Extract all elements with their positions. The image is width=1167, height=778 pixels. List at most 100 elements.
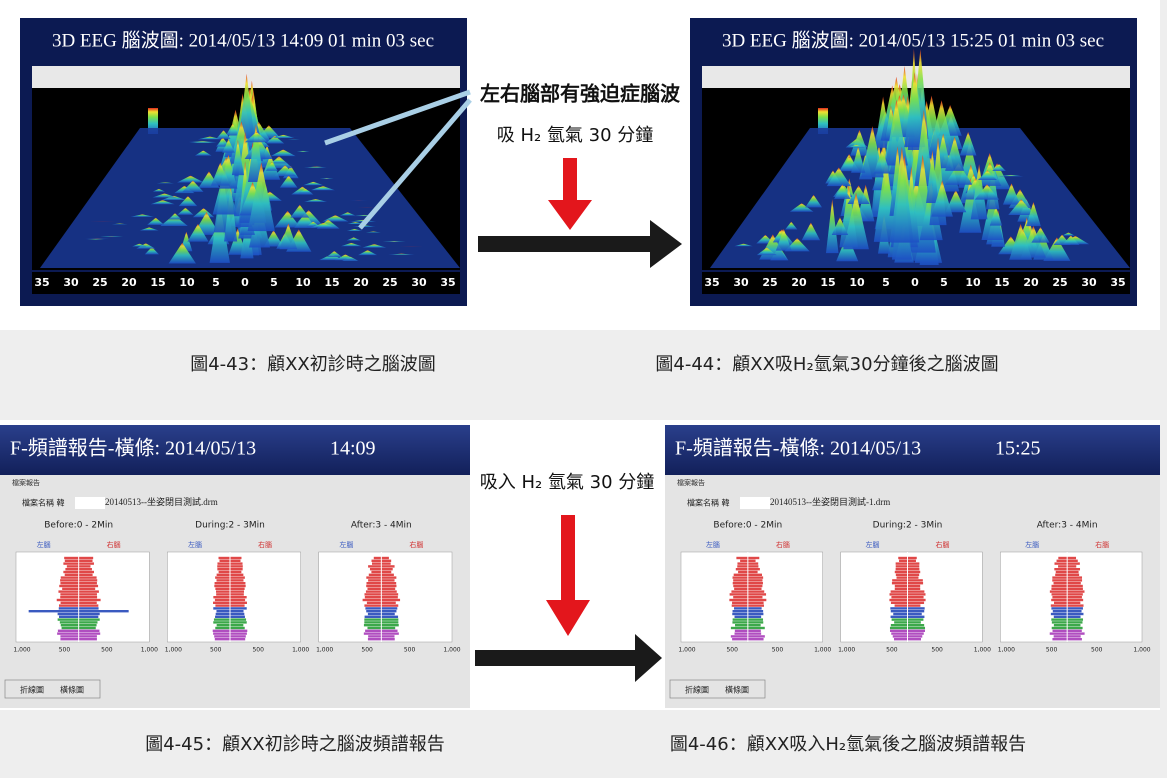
right-label: 右腦 xyxy=(409,540,423,549)
eeg-title: 3D EEG 腦波圖: 2014/05/13 15:25 01 min 03 s… xyxy=(722,29,1104,51)
x-label: 1,000 xyxy=(316,647,333,654)
eeg-axis-label: 15 xyxy=(994,276,1009,289)
eeg-peak xyxy=(279,223,298,250)
eeg-peak xyxy=(989,206,1003,226)
eeg-peak xyxy=(306,221,320,227)
eeg-peak xyxy=(231,140,244,176)
eeg-peak xyxy=(931,180,953,217)
eeg-toolbar xyxy=(32,66,460,88)
eeg-peak xyxy=(1009,223,1033,260)
eeg-peak xyxy=(847,144,866,148)
eeg-axis-label: 20 xyxy=(791,276,807,289)
step-label: 吸入 H₂ 氫氣 30 分鐘 xyxy=(480,472,655,493)
eeg-peak xyxy=(825,199,839,254)
eeg-axis-label: 25 xyxy=(1052,276,1067,289)
file-label: 檔案名稱 韓 xyxy=(687,498,730,508)
eeg-axis-label: 10 xyxy=(179,276,195,289)
eeg-peak xyxy=(274,210,301,228)
eeg-peak xyxy=(775,228,792,251)
eeg-peak xyxy=(152,193,177,198)
eeg-peak xyxy=(945,189,967,213)
eeg-axis-label: 35 xyxy=(1110,276,1125,289)
column-label: After:3 - 4Min xyxy=(351,521,412,531)
eeg-axis-label: 15 xyxy=(324,276,339,289)
window-title: 檔案報告 xyxy=(12,478,40,487)
eeg-axis-label: 5 xyxy=(882,276,890,289)
eeg-axis-label: 20 xyxy=(1023,276,1039,289)
eeg-peak xyxy=(210,162,230,186)
eeg-axis-label: 35 xyxy=(34,276,49,289)
eeg-peak xyxy=(197,136,222,140)
eeg-peak xyxy=(1062,232,1075,236)
x-label: 1,000 xyxy=(838,647,855,654)
eeg-peak xyxy=(168,242,196,264)
x-label: 500 xyxy=(59,647,71,654)
eeg-peak xyxy=(136,243,156,249)
eeg-peak xyxy=(247,124,264,182)
right-label: 右腦 xyxy=(107,540,121,549)
step-label: 吸 H₂ 氫氣 30 分鐘 xyxy=(497,125,654,146)
pointer xyxy=(358,98,472,230)
eeg-peak xyxy=(304,198,328,202)
left-label: 左腦 xyxy=(1025,540,1039,549)
option: 橫條圖 xyxy=(60,685,84,695)
window-title: 檔案報告 xyxy=(677,478,705,487)
eeg-peak xyxy=(238,73,255,139)
eeg-peak xyxy=(177,175,204,183)
eeg-peak xyxy=(944,163,973,185)
x-label: 500 xyxy=(726,647,738,654)
black-arrow xyxy=(475,634,662,682)
black-arrow xyxy=(478,220,682,268)
caption: 圖4-43：顧XX初診時之腦波圖 xyxy=(190,354,436,375)
column-label: During:2 - 3Min xyxy=(873,521,943,531)
right-label: 右腦 xyxy=(1095,540,1109,549)
eeg-axis-label: 20 xyxy=(121,276,137,289)
eeg-peak xyxy=(346,228,363,231)
eeg-peak xyxy=(182,180,204,192)
eeg-peak xyxy=(362,244,387,248)
eeg-peak xyxy=(85,238,110,239)
eeg-axis-label: 5 xyxy=(212,276,220,289)
eeg-peak xyxy=(1062,235,1080,245)
options-box xyxy=(4,679,101,699)
eeg-peak xyxy=(801,222,821,241)
eeg-peak xyxy=(873,157,899,242)
eeg-peak xyxy=(847,185,870,205)
eeg-peak xyxy=(945,136,965,171)
eeg-peak xyxy=(111,223,128,225)
eeg-peak xyxy=(322,215,349,222)
eeg-peak xyxy=(904,72,926,148)
eeg-peak xyxy=(890,146,914,243)
eeg-peak xyxy=(831,217,849,235)
column-label: Before:0 - 2Min xyxy=(44,521,113,531)
eeg-peak xyxy=(843,192,869,250)
eeg-peak xyxy=(209,202,230,263)
file-box xyxy=(740,497,770,509)
x-label: 1,000 xyxy=(974,647,991,654)
eeg-axis-label: 35 xyxy=(704,276,719,289)
eeg-peak xyxy=(303,181,324,186)
eeg-axis-label: 30 xyxy=(411,276,427,289)
eeg-peak xyxy=(382,241,406,242)
eeg-peak xyxy=(873,149,891,174)
eeg-peak xyxy=(192,208,215,218)
report-time: 15:25 xyxy=(995,438,1041,460)
eeg-peak xyxy=(358,250,378,256)
report-title: F-頻譜報告-橫條: 2014/05/13 xyxy=(675,437,921,460)
eeg-peak xyxy=(926,150,939,204)
eeg-peak xyxy=(268,158,288,164)
eeg-peak xyxy=(826,167,851,187)
eeg-peak xyxy=(981,190,1004,241)
eeg-peak xyxy=(319,178,334,179)
x-label: 500 xyxy=(252,647,264,654)
x-label: 500 xyxy=(404,647,416,654)
eeg-peak xyxy=(340,242,362,247)
eeg-title: 3D EEG 腦波圖: 2014/05/13 14:09 01 min 03 s… xyxy=(52,29,434,51)
eeg-peak xyxy=(188,140,215,142)
eeg-peak xyxy=(270,149,296,157)
eeg-peak xyxy=(805,194,823,208)
eeg-axis-label: 0 xyxy=(241,276,249,289)
x-label: 1,000 xyxy=(998,647,1015,654)
eeg-peak xyxy=(247,162,275,232)
